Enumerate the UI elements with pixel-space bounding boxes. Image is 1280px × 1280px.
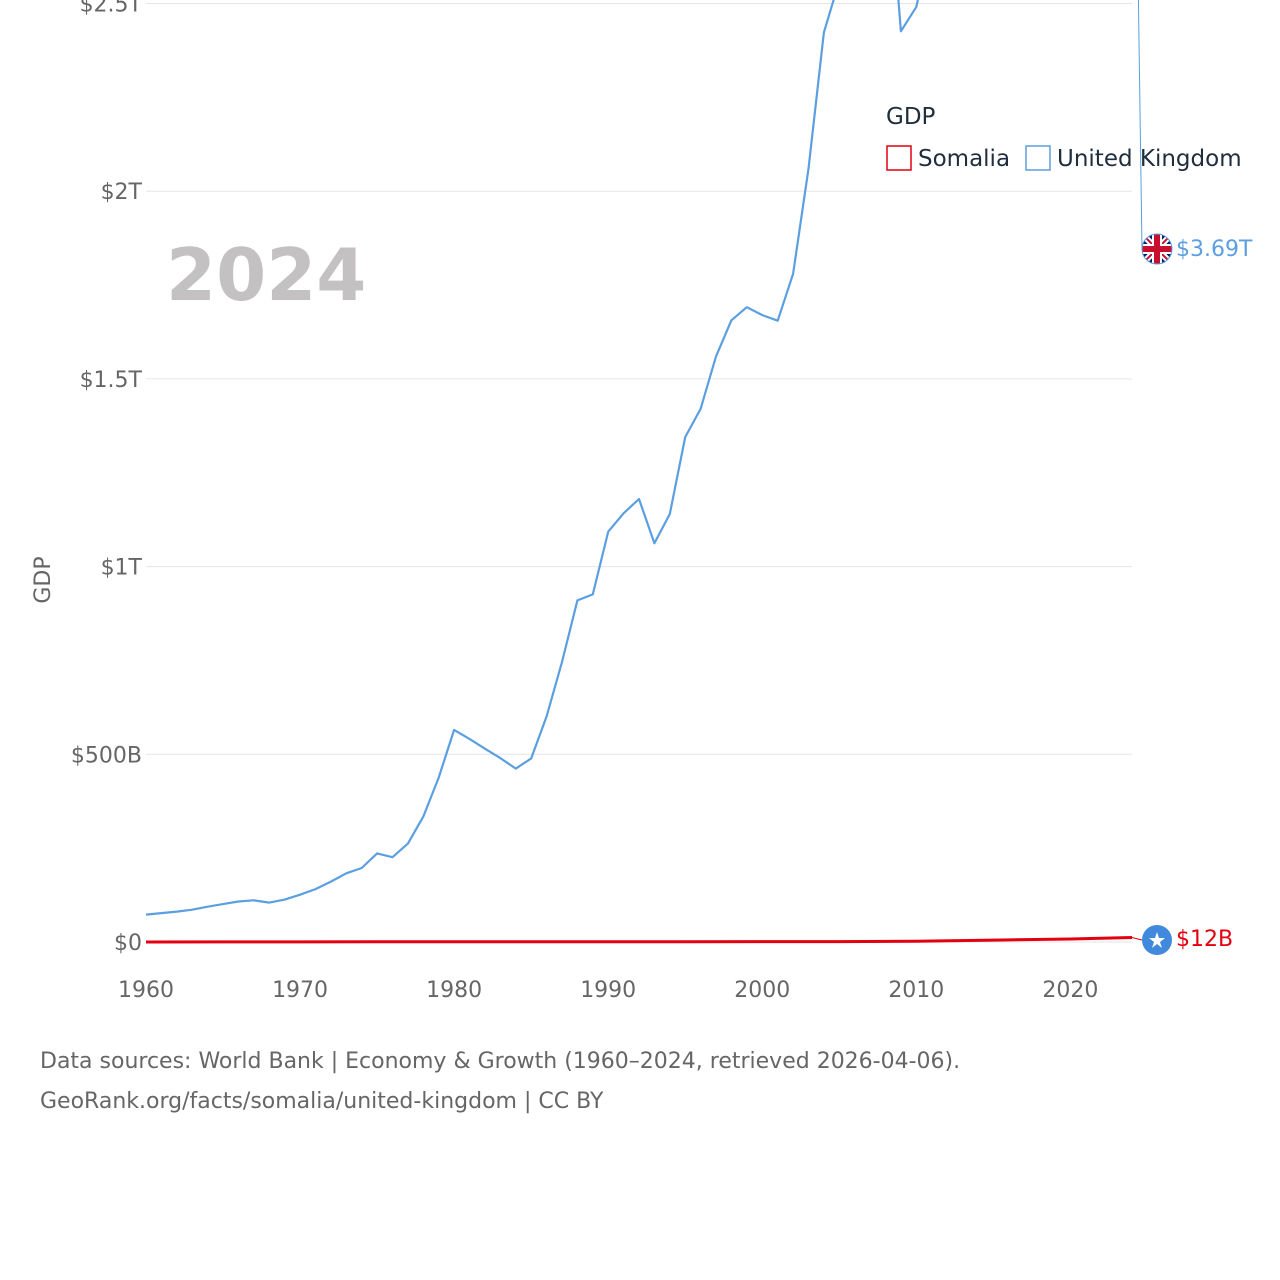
x-tick-label: 1980: [426, 978, 482, 1003]
united-kingdom-flag-icon: [1141, 233, 1173, 265]
y-tick-label: $1.5T: [80, 368, 143, 393]
year-overlay: 2024: [166, 233, 366, 317]
x-tick-label: 2000: [734, 978, 790, 1003]
y-tick-label: $0: [114, 931, 142, 956]
x-tick-label: 1990: [580, 978, 636, 1003]
source-line-url[interactable]: GeoRank.org/facts/somalia/united-kingdom…: [40, 1089, 604, 1114]
end-connector-united-kingdom: [1137, 0, 1143, 250]
united-kingdom-end-marker: $3.69T: [1141, 233, 1253, 265]
x-tick-label: 2020: [1042, 978, 1098, 1003]
legend-item-somalia[interactable]: Somalia: [886, 145, 1010, 172]
legend-swatch-somalia: [886, 145, 912, 171]
end-connector-somalia: [1131, 937, 1143, 941]
legend-label-somalia: Somalia: [918, 146, 1010, 172]
y-tick-label: $1T: [101, 556, 143, 581]
legend-title: GDP: [886, 104, 936, 130]
united-kingdom-end-value: $3.69T: [1176, 237, 1253, 262]
y-tick-label: $500B: [71, 743, 142, 768]
somalia-end-value: $12B: [1176, 927, 1233, 952]
series-line-united-kingdom[interactable]: [145, 0, 1132, 916]
y-tick-label: $2.5T: [80, 0, 143, 18]
x-tick-label: 2010: [888, 978, 944, 1003]
legend-swatch-united-kingdom: [1025, 145, 1051, 171]
x-tick-label: 1960: [118, 978, 174, 1003]
x-tick-label: 1970: [272, 978, 328, 1003]
y-axis-title: GDP: [31, 556, 56, 603]
source-note: Data sources: World Bank | Economy & Gro…: [40, 1042, 960, 1122]
somalia-flag-icon: [1142, 925, 1172, 955]
y-tick-label: $2T: [101, 180, 143, 205]
legend-label-united-kingdom: United Kingdom: [1057, 146, 1242, 172]
somalia-end-marker: $12B: [1142, 925, 1233, 955]
series-line-somalia[interactable]: [145, 936, 1133, 944]
legend-item-united-kingdom[interactable]: United Kingdom: [1025, 145, 1242, 172]
source-line-data: Data sources: World Bank | Economy & Gro…: [40, 1049, 961, 1074]
